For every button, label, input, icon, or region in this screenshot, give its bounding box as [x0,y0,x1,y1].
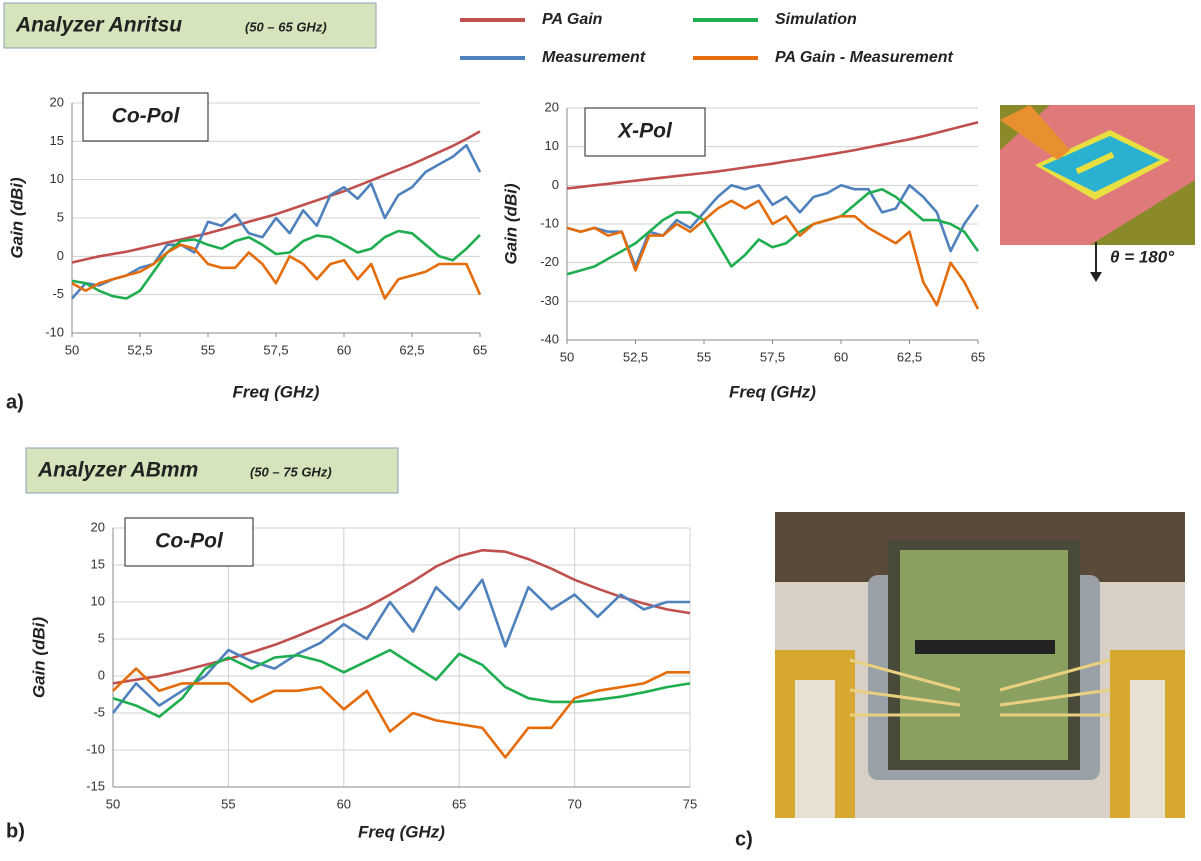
y-tick-label: -5 [93,704,105,719]
series-line [71,243,482,300]
series-line [112,648,691,718]
panel-label: b) [6,820,25,842]
x-tick-label: 52,5 [623,349,648,364]
x-tick-label: 65 [452,796,466,811]
y-tick-label: -10 [45,324,64,339]
panel-label: c) [735,828,753,850]
y-tick-label: -30 [540,293,559,308]
y-tick-label: 0 [57,248,64,263]
y-tick-label: 5 [98,630,105,645]
y-tick-label: 0 [552,177,559,192]
analyzer-range: (50 – 75 GHz) [250,464,332,479]
title-box [124,517,254,567]
panel-label: a) [6,391,24,413]
analyzer-name: Analyzer Anritsu [15,14,182,37]
y-axis-label: Gain (dBi) [29,617,48,699]
x-tick-label: 50 [560,349,574,364]
legend-label: PA Gain - Measurement [775,49,953,66]
x-tick-label: 55 [221,796,235,811]
legend-label: PA Gain [542,11,603,28]
x-tick-label: 57,5 [760,349,785,364]
title-box [584,107,706,157]
y-tick-label: -15 [86,778,105,793]
legend-label: Measurement [542,49,646,66]
y-tick-label: 0 [98,667,105,682]
x-axis-label: Freq (GHz) [729,382,816,401]
y-tick-label: -40 [540,331,559,346]
chip-photo [775,512,1185,818]
x-tick-label: 50 [65,342,79,357]
analyzer-box [25,447,399,494]
series-line [566,187,980,276]
y-tick-label: 20 [50,94,64,109]
x-tick-label: 57,5 [263,342,288,357]
y-tick-label: -10 [540,215,559,230]
x-tick-label: 65 [971,349,985,364]
analyzer-name: Analyzer ABmm [37,459,198,482]
title-box [82,92,209,142]
y-tick-label: -20 [540,254,559,269]
series-line [71,143,482,300]
y-tick-label: 10 [91,593,105,608]
y-tick-label: 10 [50,171,64,186]
series-line [112,548,691,685]
x-axis-label: Freq (GHz) [358,822,445,841]
x-tick-label: 65 [473,342,487,357]
chip-render [1000,105,1195,282]
x-tick-label: 55 [697,349,711,364]
y-tick-label: 15 [50,133,64,148]
x-tick-label: 70 [567,796,581,811]
analyzer-box [3,2,377,49]
y-axis-label: Gain (dBi) [7,177,26,259]
series-line [566,184,980,268]
y-tick-label: -5 [52,286,64,301]
x-tick-label: 75 [683,796,697,811]
series-line [566,121,979,190]
series-line [566,199,980,310]
series-line [111,578,690,714]
y-tick-label: 15 [91,556,105,571]
chart-title: Co-Pol [112,105,181,128]
y-axis-label: Gain (dBi) [501,183,520,265]
analyzer-range: (50 – 65 GHz) [245,19,327,34]
chart-title: X-Pol [617,120,673,143]
x-tick-label: 60 [834,349,848,364]
x-tick-label: 62,5 [897,349,922,364]
legend-label: Simulation [775,11,857,28]
series-line [71,229,481,300]
chart-title: Co-Pol [155,530,224,553]
series-line [71,130,481,264]
x-axis-label: Freq (GHz) [233,382,320,401]
y-tick-label: -10 [86,741,105,756]
x-tick-label: 55 [201,342,215,357]
y-tick-label: 20 [91,519,105,534]
y-tick-label: 10 [545,138,559,153]
x-tick-label: 60 [337,796,351,811]
x-tick-label: 62,5 [399,342,424,357]
series-line [112,667,690,759]
y-tick-label: 5 [57,209,64,224]
x-tick-label: 60 [337,342,351,357]
angle-label: θ = 180° [1110,247,1174,266]
x-tick-label: 52,5 [127,342,152,357]
x-tick-label: 50 [106,796,120,811]
y-tick-label: 20 [545,99,559,114]
